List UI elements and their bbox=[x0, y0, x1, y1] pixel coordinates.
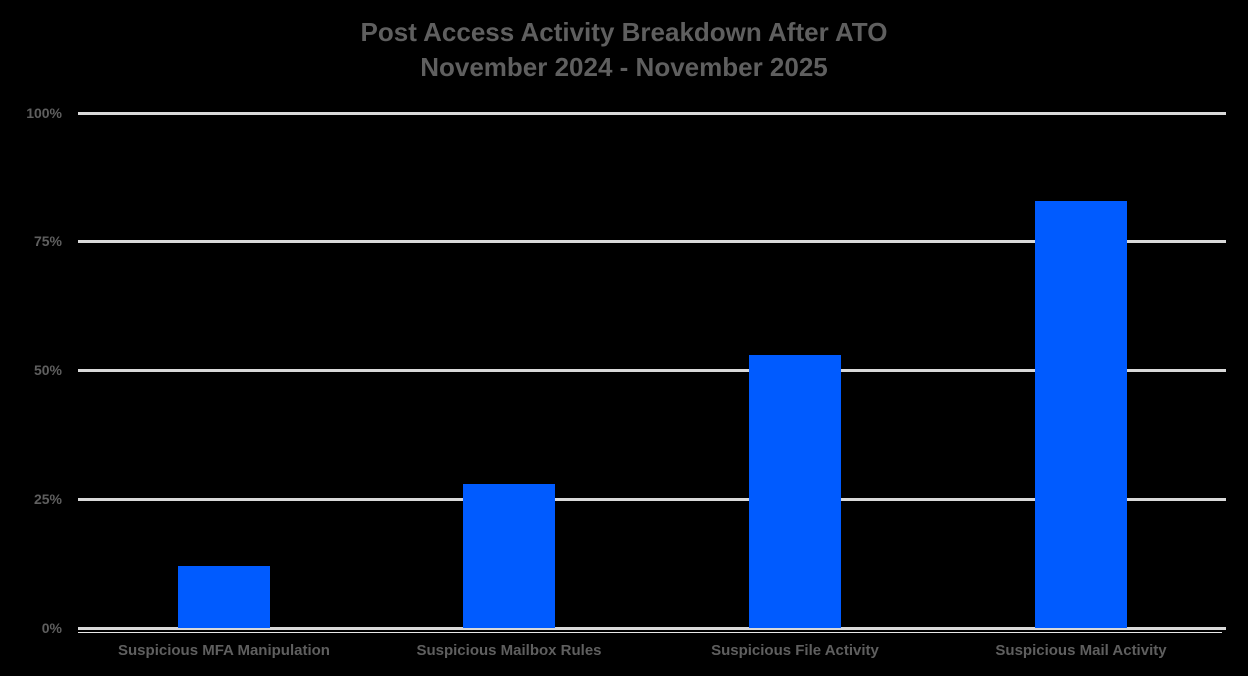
bar-file-activity[interactable] bbox=[749, 355, 841, 628]
gridline-0 bbox=[78, 627, 1226, 630]
x-category-label: Suspicious Mail Activity bbox=[995, 642, 1167, 659]
bar-mail-activity[interactable] bbox=[1035, 201, 1127, 628]
x-category-label: Suspicious MFA Manipulation bbox=[118, 642, 330, 659]
y-tick-label: 0% bbox=[41, 620, 62, 636]
bar-mfa-manipulation[interactable] bbox=[178, 566, 270, 628]
x-category-label: Suspicious File Activity bbox=[711, 642, 879, 659]
y-tick-label: 75% bbox=[33, 233, 62, 249]
gridline-25 bbox=[78, 498, 1226, 501]
x-axis-line bbox=[78, 632, 1222, 633]
y-tick-label: 100% bbox=[26, 105, 62, 121]
bar-mailbox-rules[interactable] bbox=[463, 484, 555, 628]
x-category-label: Suspicious Mailbox Rules bbox=[416, 642, 602, 659]
chart-subtitle: November 2024 - November 2025 bbox=[420, 52, 828, 82]
chart-title: Post Access Activity Breakdown After ATO bbox=[360, 17, 888, 47]
y-tick-label: 50% bbox=[33, 362, 62, 378]
gridline-75 bbox=[78, 240, 1226, 243]
gridline-100 bbox=[78, 112, 1226, 115]
gridline-50 bbox=[78, 369, 1226, 372]
y-tick-label: 25% bbox=[33, 491, 62, 507]
